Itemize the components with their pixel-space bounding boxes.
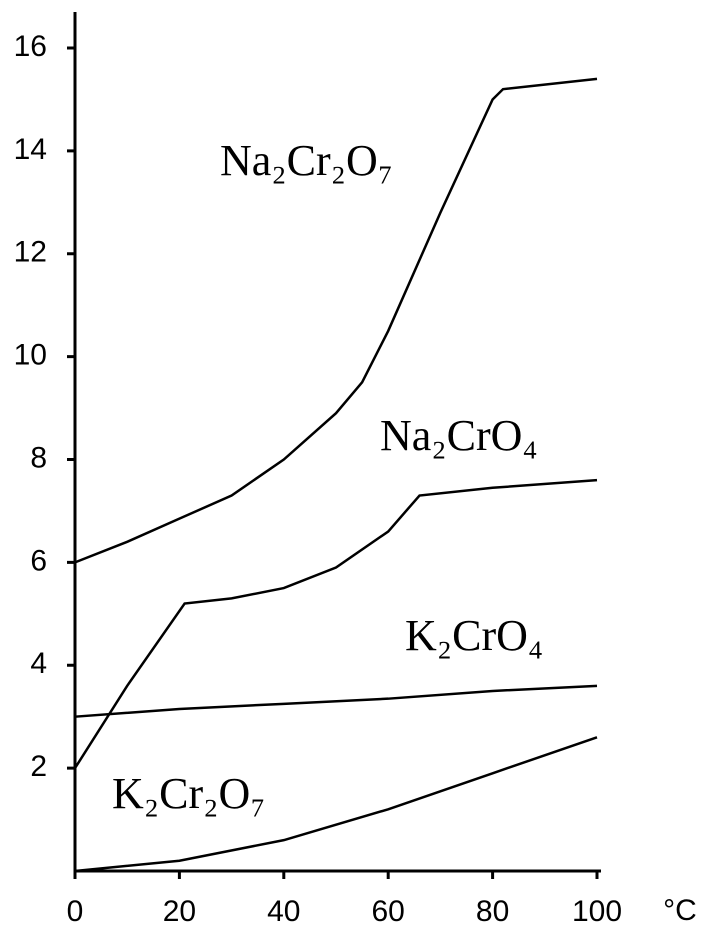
y-tick-label: 16 bbox=[14, 30, 47, 63]
x-tick-label: 20 bbox=[163, 895, 196, 928]
y-tick-label: 4 bbox=[30, 647, 47, 680]
x-tick-label: 60 bbox=[372, 895, 405, 928]
series-line bbox=[73, 478, 598, 769]
series-line bbox=[74, 77, 598, 564]
x-tick-label: 40 bbox=[267, 895, 300, 928]
series-line bbox=[74, 684, 598, 718]
x-tick-label: 0 bbox=[67, 895, 84, 928]
series-line bbox=[74, 736, 598, 873]
x-axis-unit: °C bbox=[663, 894, 697, 927]
y-tick-label: 2 bbox=[30, 750, 47, 783]
y-tick-label: 14 bbox=[14, 133, 47, 166]
series-label: K₂Cr₂O₇ bbox=[112, 769, 266, 818]
x-tick-label: 80 bbox=[476, 895, 509, 928]
y-tick-label: 12 bbox=[14, 236, 47, 269]
y-tick-label: 8 bbox=[30, 441, 47, 474]
series-label: K₂CrO₄ bbox=[405, 611, 543, 660]
x-tick-label: 100 bbox=[572, 895, 622, 928]
series-label: Na₂Cr₂O₇ bbox=[220, 136, 393, 185]
y-tick-label: 6 bbox=[30, 544, 47, 577]
y-tick-label: 10 bbox=[14, 339, 47, 372]
series-label: Na₂CrO₄ bbox=[380, 411, 538, 460]
